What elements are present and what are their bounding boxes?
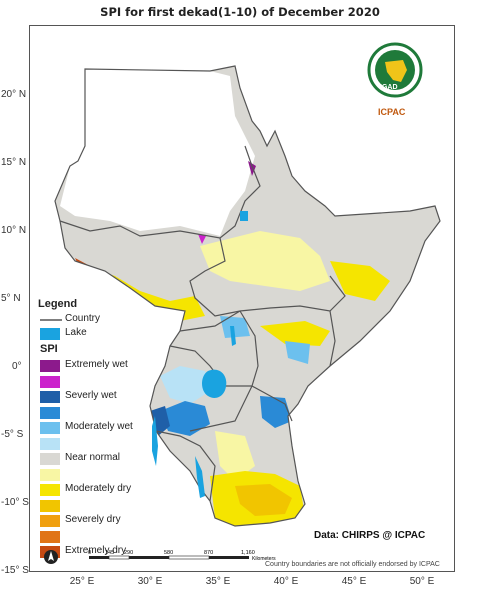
map-frame [29, 25, 455, 572]
legend-swatch [40, 530, 60, 543]
legend-class-label: Severly wet [65, 390, 117, 401]
legend-swatch [40, 391, 60, 403]
lon-tick: 30° E [137, 576, 163, 587]
legend-title: Legend [38, 298, 78, 310]
lake [152, 416, 158, 466]
legend-swatch [40, 484, 60, 496]
boundary-line-icon [40, 319, 62, 321]
no-data-area [60, 69, 255, 236]
dry-patch [215, 431, 255, 481]
scale-label: 1,160 [241, 550, 255, 556]
lon-tick: 50° E [409, 576, 435, 587]
dry-patch [200, 231, 330, 291]
legend-swatch [40, 375, 60, 388]
lake [240, 211, 248, 221]
dry-patch [330, 261, 390, 301]
legend-class-label: Moderately dry [65, 483, 132, 494]
legend-swatch [40, 422, 60, 434]
legend-swatch [40, 499, 60, 512]
lat-tick: 10° N [1, 225, 27, 236]
legend-swatch [40, 515, 60, 527]
lat-tick: 5° N [1, 293, 21, 304]
wet-patch [160, 366, 210, 404]
lake [230, 326, 236, 346]
legend-swatch [40, 453, 60, 465]
lat-tick: -15° S [1, 565, 29, 576]
legend-lake-label: Lake [65, 327, 87, 338]
scale-bar: 0 145 290 580 870 1,160 Kilometers [88, 550, 276, 562]
lat-tick: -10° S [1, 497, 29, 508]
scale-label: 0 [88, 550, 91, 556]
scale-label: 290 [124, 550, 133, 556]
lat-tick: 20° N [1, 89, 27, 100]
legend-swatch [40, 406, 60, 419]
legend-country-label: Country [65, 313, 101, 324]
lat-tick: 15° N [1, 157, 27, 168]
legend-class-label: Severely dry [65, 514, 121, 525]
legend-swatch [40, 437, 60, 450]
country-boundaries [54, 65, 441, 527]
lon-tick: 25° E [69, 576, 95, 587]
lake [202, 369, 227, 398]
spi-title: SPI [40, 343, 58, 355]
disclaimer: Country boundaries are not officially en… [265, 561, 440, 568]
wet-patch [150, 406, 170, 436]
legend-class-label: Extremely dry [65, 545, 127, 556]
legend-swatch [40, 468, 60, 481]
extreme-wet-patch [248, 161, 256, 176]
legend-class-label: Moderately wet [65, 421, 133, 432]
lake [195, 456, 205, 498]
lon-tick: 35° E [205, 576, 231, 587]
scale-label: 870 [204, 550, 213, 556]
spi-map [54, 65, 441, 527]
legend-class-label: Extremely wet [65, 359, 128, 370]
lon-tick: 40° E [273, 576, 299, 587]
lat-tick: 0° [12, 361, 22, 372]
extreme-wet-patch [198, 234, 206, 244]
lat-tick: -5° S [1, 429, 24, 440]
data-source: Data: CHIRPS @ ICPAC [314, 530, 426, 541]
wet-patch [160, 401, 210, 436]
lon-tick: 45° E [341, 576, 367, 587]
dry-patch [260, 321, 330, 346]
lake-swatch [40, 328, 60, 340]
dry-patch [235, 484, 292, 516]
north-arrow-icon [44, 550, 58, 564]
scale-label: 580 [164, 550, 173, 556]
map-title: SPI for first dekad(1-10) of December 20… [100, 5, 380, 19]
legend-class-label: Near normal [65, 452, 121, 463]
wet-patch [220, 316, 250, 338]
legend-swatch [40, 360, 60, 372]
scale-unit: Kilometers [252, 556, 276, 562]
icpac-label: ICPAC [378, 107, 406, 117]
igad-logo-text: IGAD [380, 84, 398, 91]
wet-patch [285, 341, 310, 364]
igad-logo [367, 42, 423, 98]
scale-label: 145 [105, 550, 114, 556]
